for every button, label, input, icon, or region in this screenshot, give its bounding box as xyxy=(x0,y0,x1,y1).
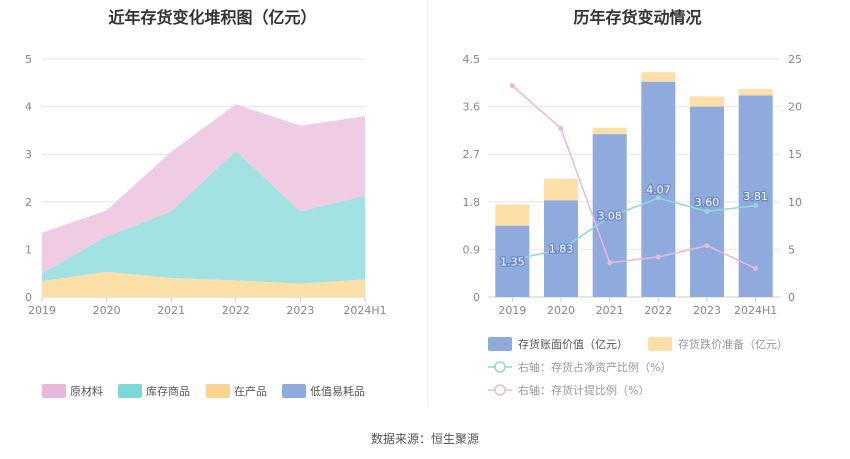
bar-value-label: 3.81 xyxy=(743,190,768,203)
bar-legend-swatch xyxy=(648,337,672,351)
bar-x-tick-label: 2019 xyxy=(498,304,526,317)
bar-legend-label: 存货账面价值（亿元） xyxy=(518,337,628,351)
panel-divider xyxy=(427,0,428,405)
bar-value-label: 3.60 xyxy=(695,196,720,209)
line-point-0 xyxy=(607,214,613,220)
area-x-tick-label: 2024H1 xyxy=(343,304,386,317)
area-legend-label: 低值易耗品 xyxy=(310,385,365,398)
bar-left-tick-label: 1.8 xyxy=(463,196,481,209)
bar-x-tick-label: 2020 xyxy=(547,304,575,317)
bar-left-tick-label: 0.9 xyxy=(463,243,481,256)
area-series-1 xyxy=(42,271,365,297)
area-y-tick-label: 2 xyxy=(25,196,32,209)
area-series-2 xyxy=(42,150,365,284)
line-point-0 xyxy=(509,257,515,263)
bar-1-2020 xyxy=(544,179,578,201)
area-y-tick-label: 1 xyxy=(25,243,32,256)
bar-legend-label: 存货跌价准备（亿元） xyxy=(678,337,788,351)
area-legend-swatch xyxy=(42,384,66,398)
line-series-0 xyxy=(512,197,756,261)
line-series-1 xyxy=(511,85,756,270)
bar-0-2023 xyxy=(690,106,724,297)
bar-right-tick-label: 20 xyxy=(788,101,802,114)
bar-x-tick-label: 2021 xyxy=(596,304,624,317)
bar-1-2022 xyxy=(641,72,676,82)
bar-left-tick-label: 2.7 xyxy=(463,148,481,161)
bar-left-tick-label: 0 xyxy=(473,291,480,304)
bar-left-tick-label: 4.5 xyxy=(463,53,481,66)
bar-value-label: 3.08 xyxy=(597,210,622,223)
line-point-0 xyxy=(558,246,564,252)
area-x-tick-label: 2023 xyxy=(286,304,314,317)
bar-right-tick-label: 15 xyxy=(788,148,802,161)
area-y-tick-label: 3 xyxy=(25,148,32,161)
area-x-tick-label: 2019 xyxy=(28,304,56,317)
bar-0-2022 xyxy=(641,81,676,298)
bar-value-label: 1.35 xyxy=(500,255,525,268)
bar-right-tick-label: 25 xyxy=(788,53,802,66)
bar-legend-swatch xyxy=(488,337,512,351)
bar-1-2024H1 xyxy=(738,89,773,96)
line-legend-label: 右轴：存货占净资产比例（%） xyxy=(518,360,671,374)
area-y-tick-label: 4 xyxy=(25,101,32,114)
bar-x-tick-label: 2024H1 xyxy=(734,304,777,317)
bar-1-2023 xyxy=(690,96,724,107)
area-legend-swatch xyxy=(282,384,306,398)
area-legend-label: 库存商品 xyxy=(146,384,190,398)
line-legend-marker xyxy=(494,361,506,373)
bar-right-tick-label: 5 xyxy=(788,243,795,256)
bar-x-tick-label: 2023 xyxy=(693,304,721,317)
bar-x-tick-label: 2022 xyxy=(644,304,672,317)
line-point-1 xyxy=(607,260,613,266)
bar-1-2019 xyxy=(495,204,530,226)
bar-value-label: 1.83 xyxy=(549,243,574,256)
area-y-tick-label: 5 xyxy=(25,53,32,66)
bar-chart-title: 历年存货变动情况 xyxy=(573,8,702,27)
area-legend-label: 在产品 xyxy=(234,384,267,398)
line-legend-marker xyxy=(494,384,506,396)
area-x-tick-label: 2022 xyxy=(222,304,250,317)
line-point-1 xyxy=(704,243,710,249)
area-legend-swatch xyxy=(118,384,142,398)
area-chart-title: 近年存货变化堆积图（亿元） xyxy=(108,8,317,27)
data-source: 数据来源：恒生聚源 xyxy=(370,432,479,446)
bar-value-label: 4.07 xyxy=(646,183,671,196)
line-point-1 xyxy=(509,83,515,89)
line-legend-label: 右轴：存货计提比例（%） xyxy=(518,383,649,397)
area-y-tick-label: 0 xyxy=(25,291,32,304)
bar-right-tick-label: 0 xyxy=(788,291,795,304)
line-point-1 xyxy=(558,125,564,131)
line-point-0 xyxy=(704,208,710,214)
area-series-3 xyxy=(42,104,365,274)
area-legend-label: 原材料 xyxy=(70,384,103,398)
line-point-0 xyxy=(753,203,759,209)
area-x-tick-label: 2020 xyxy=(93,304,121,317)
line-point-1 xyxy=(753,265,759,271)
bar-1-2021 xyxy=(592,127,627,135)
bar-right-tick-label: 10 xyxy=(788,196,802,209)
bar-left-tick-label: 3.6 xyxy=(463,101,481,114)
area-x-tick-label: 2021 xyxy=(157,304,185,317)
line-point-1 xyxy=(655,254,661,260)
line-point-0 xyxy=(655,195,661,201)
area-legend-swatch xyxy=(206,384,230,398)
